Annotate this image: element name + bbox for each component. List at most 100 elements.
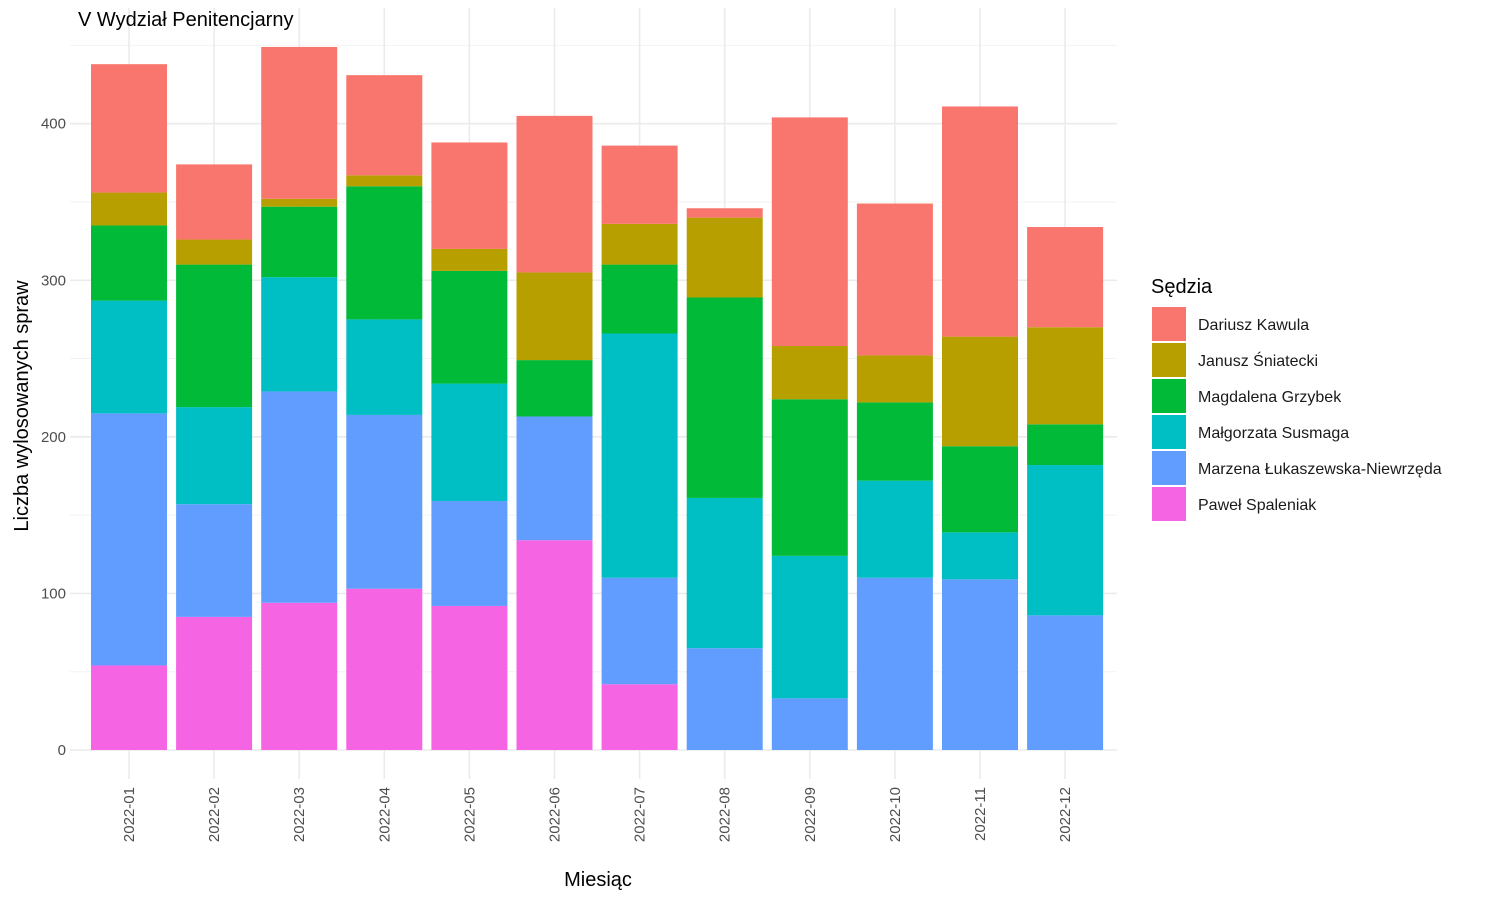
bar-segment — [771, 346, 848, 400]
bar-segment — [516, 416, 593, 541]
bar-segment — [771, 399, 848, 556]
bar-segment — [516, 115, 593, 273]
legend-label: Małgorzata Susmaga — [1198, 425, 1349, 442]
y-tick-label: 300 — [41, 272, 66, 289]
bar-segment — [346, 175, 423, 187]
bar-segment — [856, 203, 933, 356]
legend-swatch — [1152, 487, 1186, 521]
bar-segment — [261, 46, 338, 199]
bar-segment — [686, 217, 763, 298]
bar-segment — [431, 142, 508, 249]
legend-label: Janusz Śniatecki — [1198, 351, 1318, 370]
bar-segment — [91, 64, 167, 193]
bar-segment — [601, 145, 678, 224]
bar-segment — [431, 501, 508, 606]
bar-segment — [771, 698, 848, 750]
legend-swatch — [1152, 379, 1186, 413]
bar-segment — [1027, 465, 1104, 616]
bar-segment — [261, 391, 338, 603]
bar-segment — [686, 208, 763, 218]
bar-segment — [176, 239, 253, 265]
x-tick-label: 2022-10 — [887, 787, 904, 842]
axis-layer: 0 100 200 300 400 2022-01 2022-02 2022-03 2022-0… — [41, 116, 1074, 842]
x-tick-label: 2022-06 — [547, 787, 564, 842]
bar-segment — [1027, 327, 1104, 425]
x-tick-label: 2022-07 — [632, 787, 649, 842]
bar-segment — [91, 192, 167, 226]
x-tick-label: 2022-08 — [717, 787, 734, 842]
legend-swatch — [1152, 451, 1186, 485]
bar-segment — [91, 413, 167, 666]
x-tick-label: 2022-03 — [291, 787, 308, 842]
bar-segment — [856, 355, 933, 403]
bar-segment — [516, 360, 593, 417]
legend-title: Sędzia — [1151, 276, 1213, 298]
bar-segment — [942, 106, 1018, 337]
bar-segment — [91, 225, 167, 301]
bar-segment — [176, 264, 253, 408]
x-tick-label: 2022-05 — [461, 787, 478, 842]
x-axis-title: Miesiąc — [564, 869, 632, 891]
bar-segment — [346, 75, 423, 176]
bar-segment — [346, 186, 423, 320]
x-tick-label: 2022-11 — [972, 787, 989, 841]
x-tick-label: 2022-02 — [206, 787, 223, 842]
bar-segment — [1027, 227, 1104, 328]
legend-label: Magdalena Grzybek — [1198, 389, 1342, 406]
bar-segment — [176, 164, 253, 240]
bar-segment — [601, 264, 678, 334]
bar-segment — [771, 117, 848, 347]
bar-segment — [91, 300, 167, 414]
bar-segment — [942, 446, 1018, 533]
legend-label: Dariusz Kawula — [1198, 317, 1309, 334]
bar-segment — [261, 206, 338, 278]
bar-segment — [771, 555, 848, 699]
bar-segment — [176, 504, 253, 617]
bar-segment — [942, 336, 1018, 447]
bar-segment — [942, 579, 1018, 750]
legend-label: Paweł Spaleniak — [1198, 497, 1317, 514]
bar-segment — [1027, 424, 1104, 466]
bars-layer — [91, 46, 1104, 750]
legend-swatch — [1152, 415, 1186, 449]
bar-segment — [261, 602, 338, 750]
bar-segment — [261, 198, 338, 207]
bar-segment — [856, 480, 933, 578]
y-axis-title: Liczba wylosowanych spraw — [11, 280, 33, 532]
bar-segment — [942, 532, 1018, 580]
bar-segment — [686, 648, 763, 750]
legend: Sędzia Dariusz Kawula Janusz Śniatecki Mag… — [1151, 276, 1442, 521]
x-tick-label: 2022-04 — [376, 787, 393, 842]
bar-segment — [686, 497, 763, 649]
bar-segment — [856, 402, 933, 481]
y-tick-label: 400 — [41, 116, 66, 133]
legend-swatch — [1152, 343, 1186, 377]
bar-segment — [346, 319, 423, 415]
bar-segment — [601, 577, 678, 685]
y-tick-label: 0 — [58, 742, 66, 759]
legend-items: Dariusz Kawula Janusz Śniatecki Magdalena … — [1152, 307, 1442, 521]
bar-segment — [1027, 615, 1104, 750]
bar-segment — [601, 684, 678, 750]
bar-segment — [176, 407, 253, 505]
x-tick-label: 2022-09 — [802, 787, 819, 842]
x-tick-label: 2022-12 — [1057, 787, 1074, 842]
bar-segment — [856, 577, 933, 750]
bar-segment — [431, 248, 508, 271]
bar-segment — [601, 223, 678, 265]
bar-segment — [601, 333, 678, 578]
bar-segment — [516, 540, 593, 750]
bar-segment — [431, 605, 508, 750]
bar-segment — [346, 588, 423, 750]
bar-segment — [431, 270, 508, 384]
bar-segment — [686, 297, 763, 498]
x-tick-label: 2022-01 — [121, 787, 138, 842]
bar-segment — [346, 414, 423, 589]
bar-segment — [91, 665, 167, 750]
legend-label: Marzena Łukaszewska-Niewrzęda — [1198, 461, 1442, 478]
bar-segment — [176, 616, 253, 750]
y-tick-label: 100 — [41, 585, 66, 602]
bar-segment — [516, 272, 593, 361]
